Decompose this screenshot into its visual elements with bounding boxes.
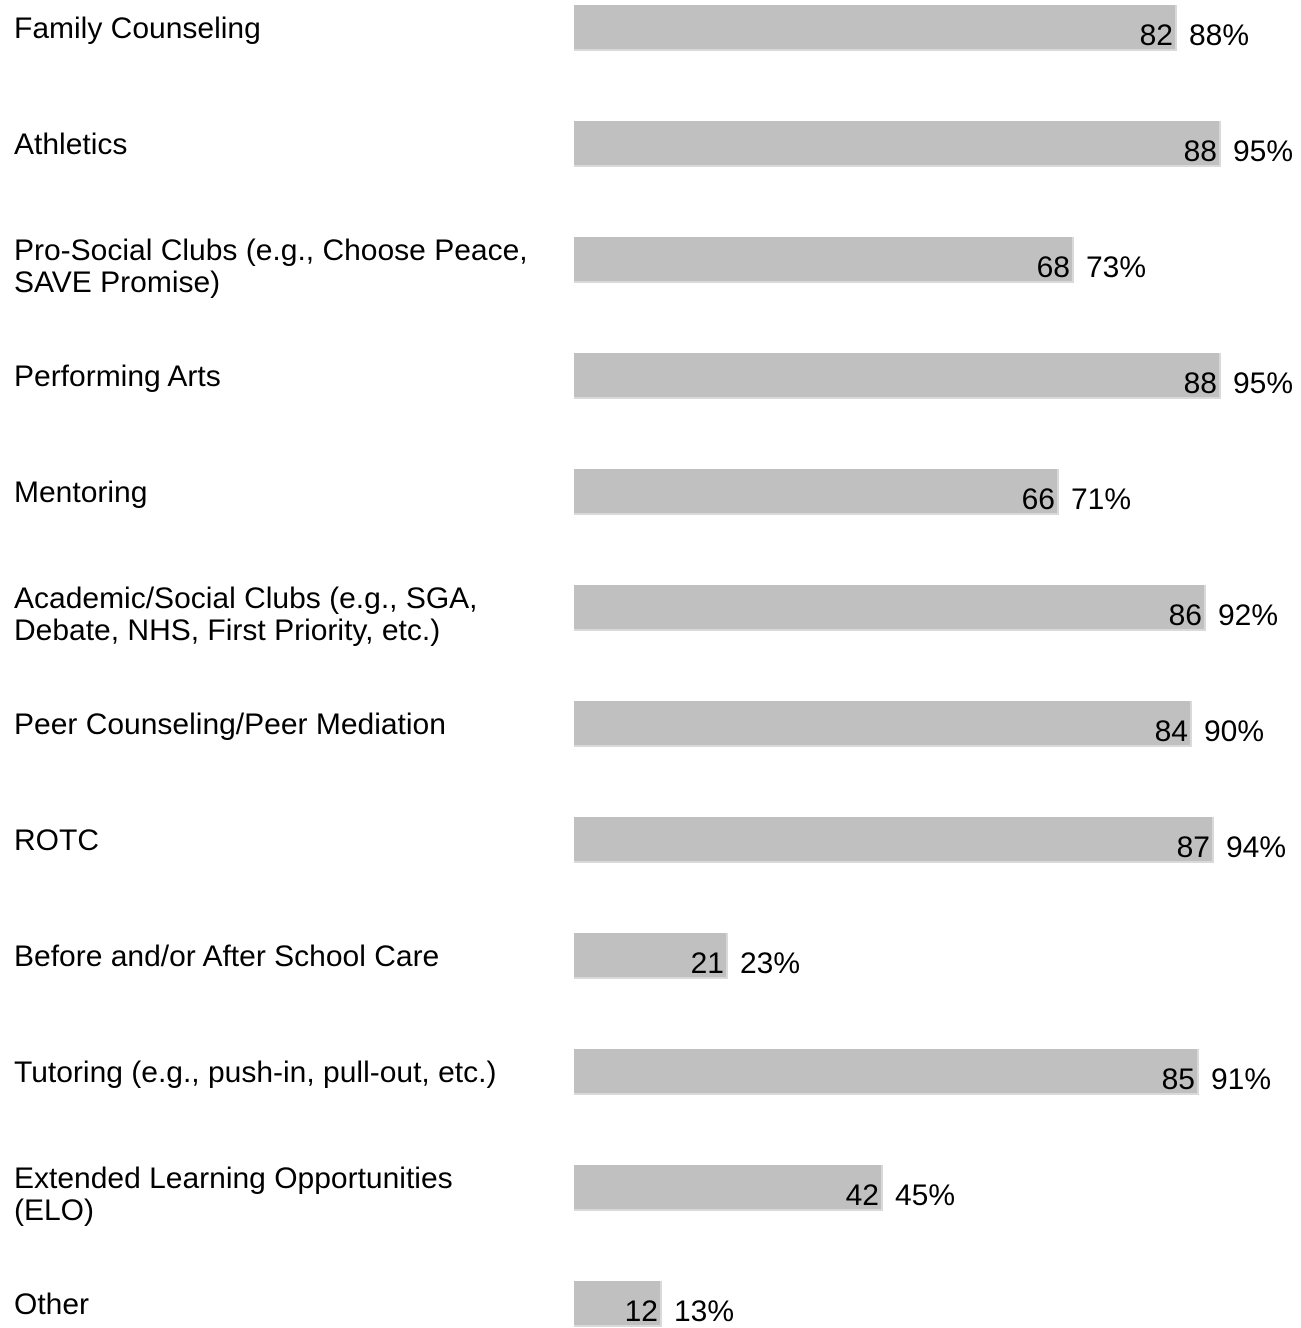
bar <box>574 933 728 979</box>
value-label: 21 <box>690 947 724 980</box>
category-label: Peer Counseling/Peer Mediation <box>14 708 446 741</box>
percent-label: 90% <box>1204 715 1265 748</box>
value-label: 82 <box>1139 19 1173 52</box>
bar <box>574 1165 883 1211</box>
percent-label: 95% <box>1233 135 1294 168</box>
category-label: Other <box>14 1288 90 1321</box>
value-label: 88 <box>1183 367 1217 400</box>
category-label: Pro-Social Clubs (e.g., Choose Peace, SA… <box>14 234 528 299</box>
category-label: Tutoring (e.g., push-in, pull-out, etc.) <box>14 1056 497 1089</box>
percent-label: 73% <box>1086 251 1147 284</box>
value-label: 84 <box>1154 715 1188 748</box>
percent-label: 95% <box>1233 367 1294 400</box>
percent-label: 94% <box>1226 831 1287 864</box>
bar <box>574 817 1214 863</box>
category-label: ROTC <box>14 824 99 857</box>
value-label: 87 <box>1176 831 1210 864</box>
percent-label: 71% <box>1071 483 1132 516</box>
category-label: Family Counseling <box>14 12 261 45</box>
percent-label: 92% <box>1218 599 1279 632</box>
percent-label: 45% <box>895 1179 956 1212</box>
category-label: Performing Arts <box>14 360 221 393</box>
value-label: 88 <box>1183 135 1217 168</box>
bar <box>574 5 1177 51</box>
bar <box>574 1049 1199 1095</box>
bar <box>574 353 1221 399</box>
category-label: Academic/Social Clubs (e.g., SGA, Debate… <box>14 582 478 647</box>
value-label: 86 <box>1168 599 1202 632</box>
category-label: Extended Learning Opportunities (ELO) <box>14 1162 453 1227</box>
percent-label: 91% <box>1211 1063 1272 1096</box>
value-label: 66 <box>1021 483 1055 516</box>
bar <box>574 237 1074 283</box>
value-label: 68 <box>1036 251 1070 284</box>
percent-label: 23% <box>740 947 801 980</box>
category-label: Before and/or After School Care <box>14 940 440 973</box>
percent-label: 13% <box>674 1295 735 1328</box>
value-label: 12 <box>624 1295 658 1328</box>
bar <box>574 585 1206 631</box>
percent-label: 88% <box>1189 19 1250 52</box>
bar <box>574 121 1221 167</box>
value-label: 42 <box>845 1179 879 1212</box>
category-label: Mentoring <box>14 476 148 509</box>
category-label: Athletics <box>14 128 128 161</box>
bar <box>574 701 1192 747</box>
value-label: 85 <box>1161 1063 1195 1096</box>
bar <box>574 469 1059 515</box>
